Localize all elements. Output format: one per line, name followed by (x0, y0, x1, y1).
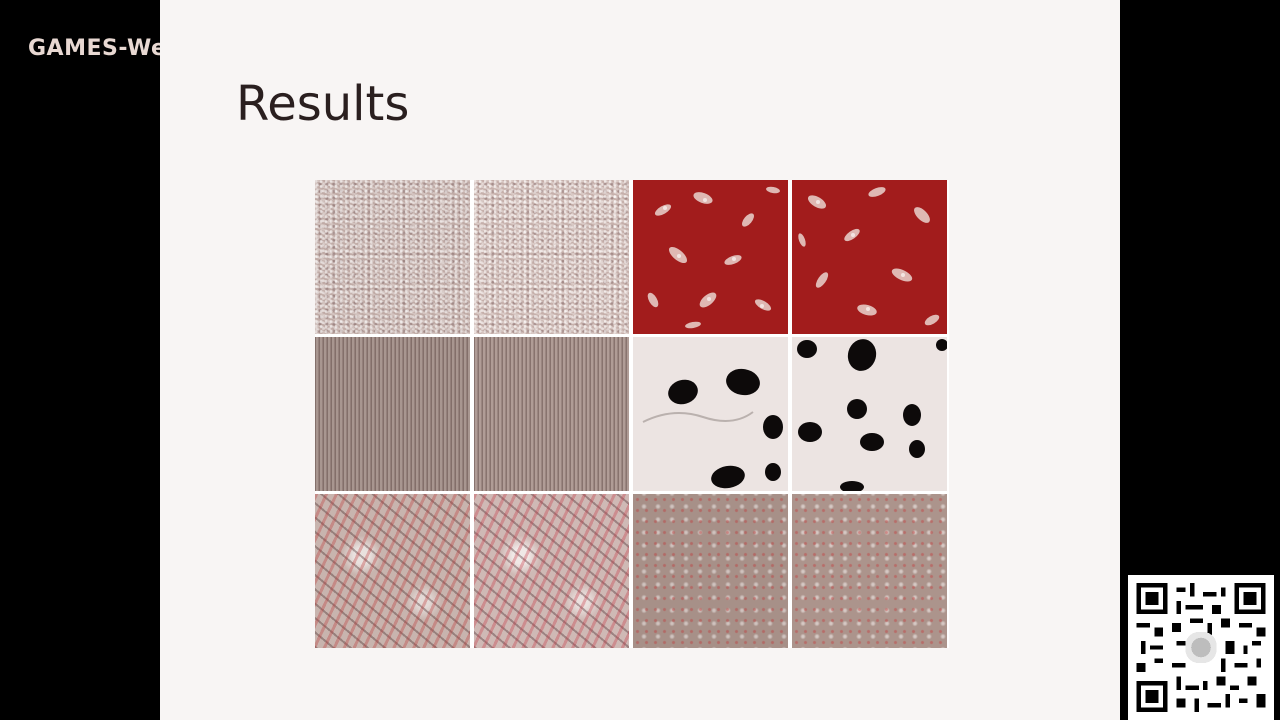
texture-tile-red-floral-exemplar (633, 180, 788, 334)
texture-tile-plaster-exemplar (315, 180, 470, 334)
texture-tile-plaster-synthesized (474, 180, 629, 334)
texture-tile-red-floral-synthesized (792, 180, 947, 334)
channel-watermark: GAMES-We (28, 36, 167, 61)
texture-tile-wood-exemplar (315, 337, 470, 491)
texture-tile-spots-synthesized (792, 337, 947, 491)
texture-tile-wood-synthesized (474, 337, 629, 491)
texture-tile-red-marble-exemplar (315, 494, 470, 648)
presentation-slide: Results (160, 0, 1120, 720)
qr-code (1128, 575, 1274, 720)
texture-tile-mud-synthesized (792, 494, 947, 648)
texture-tile-red-marble-synthesized (474, 494, 629, 648)
texture-tile-mud-exemplar (633, 494, 788, 648)
texture-tile-spots-exemplar (633, 337, 788, 491)
slide-title: Results (236, 76, 410, 132)
texture-results-grid (315, 180, 949, 648)
